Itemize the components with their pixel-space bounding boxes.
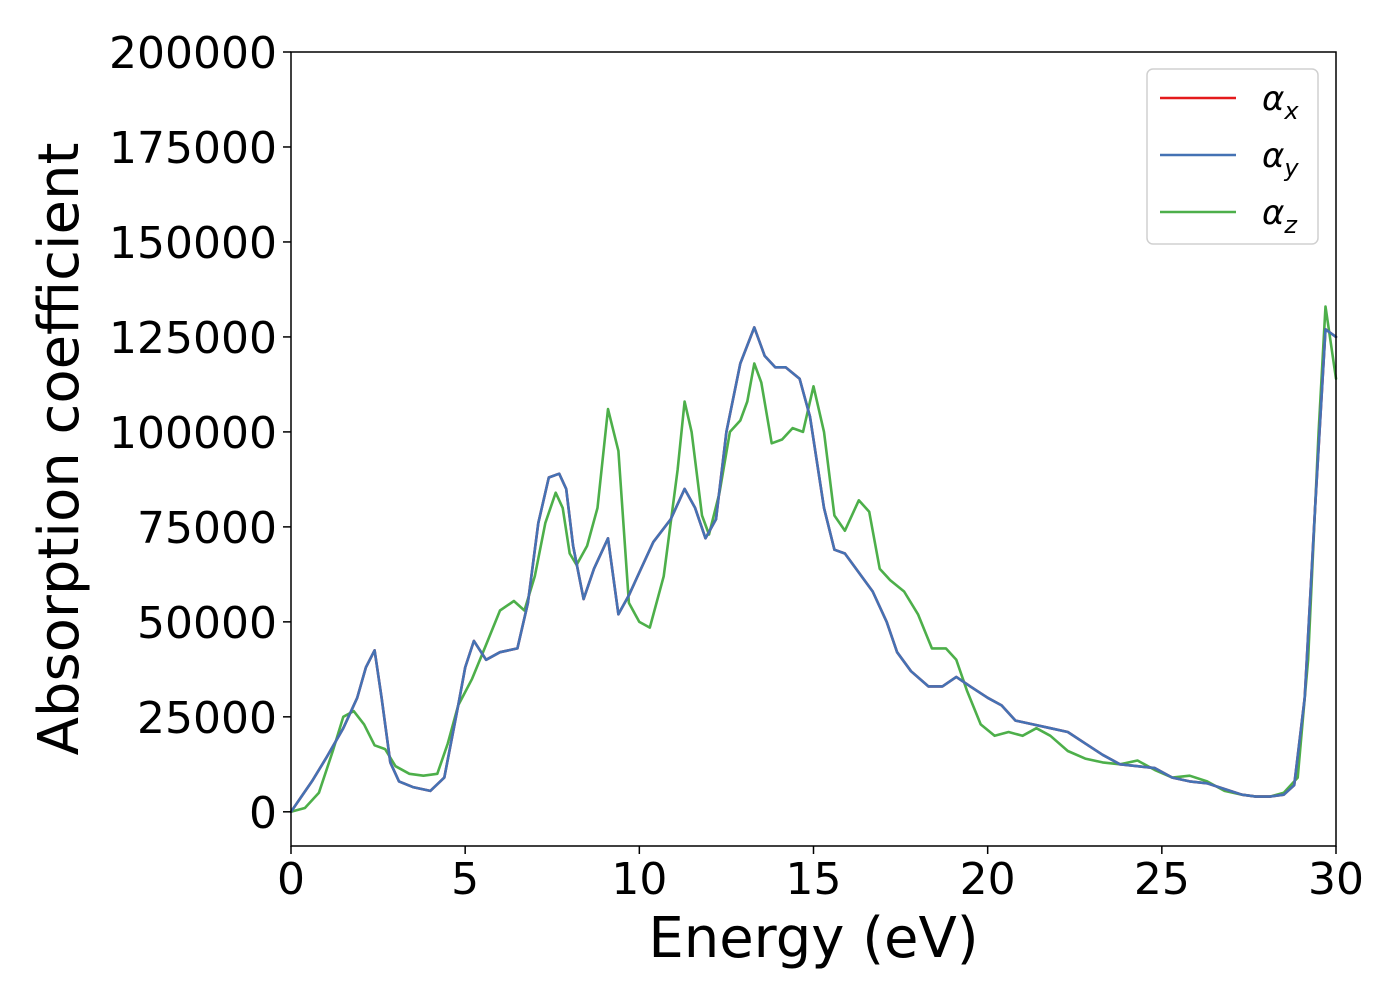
series-line-y: [289, 326, 1338, 814]
legend-symbol: α: [1262, 136, 1284, 176]
legend-subscript: z: [1283, 211, 1298, 239]
x-tick-label: 0: [277, 854, 305, 905]
legend-symbol: α: [1262, 79, 1284, 119]
legend-label: αy: [1262, 136, 1299, 182]
y-axis: 0 25000 50000 75000 100000 125000 150000 175000…: [109, 28, 291, 839]
legend-symbol: α: [1262, 193, 1284, 233]
x-tick-label: 30: [1308, 854, 1364, 905]
x-axis-label: Energy (eV): [648, 906, 978, 971]
legend-label: αz: [1262, 193, 1298, 239]
legend-subscript: x: [1283, 97, 1299, 125]
x-tick-label: 15: [786, 854, 842, 905]
y-tick-label: 125000: [109, 313, 277, 364]
y-tick-label: 175000: [109, 123, 277, 174]
x-axis: 0 5 10 15 20 25 30: [277, 846, 1364, 905]
y-tick-label: 200000: [109, 28, 277, 79]
y-axis-label: Absorption coefficient: [27, 143, 92, 756]
y-tick-label: 0: [249, 788, 277, 839]
y-tick-label: 100000: [109, 408, 277, 459]
plot-lines: [289, 305, 1338, 814]
y-tick-label: 75000: [137, 503, 277, 554]
legend-label: αx: [1262, 79, 1299, 125]
y-tick-label: 150000: [109, 218, 277, 269]
x-tick-label: 20: [960, 854, 1016, 905]
x-tick-label: 25: [1134, 854, 1190, 905]
y-tick-label: 50000: [137, 598, 277, 649]
x-tick-label: 10: [611, 854, 667, 905]
legend-subscript: y: [1283, 154, 1299, 182]
x-tick-label: 5: [451, 854, 479, 905]
series-line-z: [289, 305, 1338, 814]
legend-box: [1146, 68, 1319, 245]
y-tick-label: 25000: [137, 693, 277, 744]
